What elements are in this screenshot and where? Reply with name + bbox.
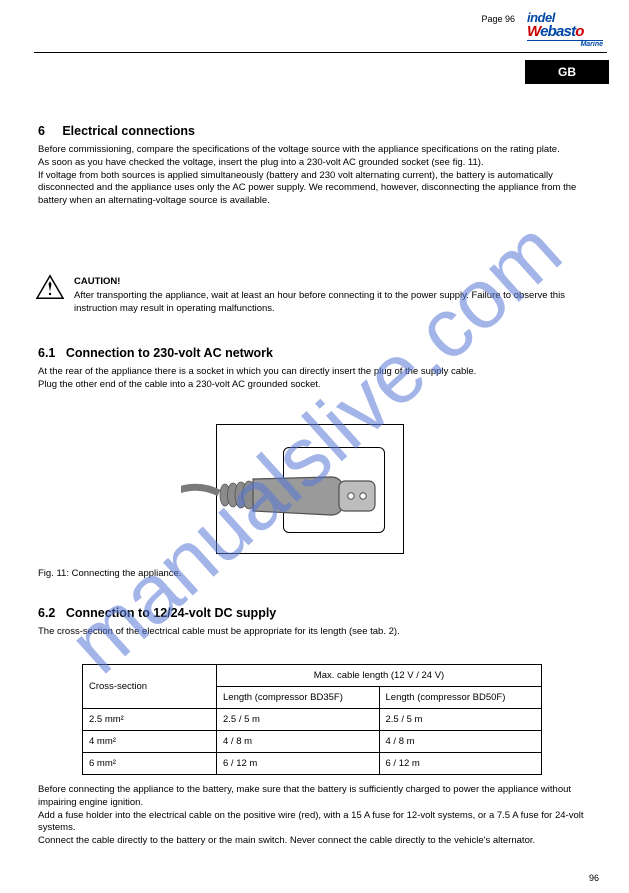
cell: 4 / 8 m xyxy=(217,731,380,753)
section-61-heading: Connection to 230-volt AC network xyxy=(66,346,273,360)
plug-illustration xyxy=(181,469,377,519)
table-row: Cross-section Max. cable length (12 V / … xyxy=(83,665,542,687)
figure-11 xyxy=(216,424,404,554)
section-62-heading: Connection to 12/24-volt DC supply xyxy=(66,606,276,620)
section-6-heading: Electrical connections xyxy=(62,124,195,138)
section-62-number: 6.2 xyxy=(38,606,55,620)
col-header-cross-section: Cross-section xyxy=(83,665,217,709)
cell: 6 / 12 m xyxy=(217,753,380,775)
table-row: 4 mm² 4 / 8 m 4 / 8 m xyxy=(83,731,542,753)
col-header-span: Max. cable length (12 V / 24 V) xyxy=(217,665,542,687)
table-row: 2.5 mm² 2.5 / 5 m 2.5 / 5 m xyxy=(83,709,542,731)
section-6-number: 6 xyxy=(38,124,45,138)
caution-body: After transporting the appliance, wait a… xyxy=(74,290,591,316)
section-61-number: 6.1 xyxy=(38,346,55,360)
section-62-title: 6.2 Connection to 12/24-volt DC supply xyxy=(38,606,276,620)
caution-icon xyxy=(36,274,64,300)
section-61-title: 6.1 Connection to 230-volt AC network xyxy=(38,346,273,360)
page-number-bottom: 96 xyxy=(589,873,599,883)
section-61-body: At the rear of the appliance there is a … xyxy=(38,366,591,392)
language-tab: GB xyxy=(525,60,609,84)
page-header: Page 96 indel Webasto Marine xyxy=(0,6,629,54)
section-62-intro: The cross-section of the electrical cabl… xyxy=(38,626,591,639)
cell: 4 mm² xyxy=(83,731,217,753)
cell: 4 / 8 m xyxy=(379,731,542,753)
cell: 2.5 / 5 m xyxy=(217,709,380,731)
section-62-below: Before connecting the appliance to the b… xyxy=(38,784,591,848)
cable-spec-table: Cross-section Max. cable length (12 V / … xyxy=(82,664,542,775)
cell: 6 / 12 m xyxy=(379,753,542,775)
figure-11-caption: Fig. 11: Connecting the appliance. xyxy=(38,568,181,579)
brand-logo: indel Webasto Marine xyxy=(527,10,607,48)
col-header-bd35: Length (compressor BD35F) xyxy=(217,687,380,709)
logo-line2: Webasto xyxy=(527,25,607,39)
header-rule xyxy=(34,52,607,53)
cell: 2.5 / 5 m xyxy=(379,709,542,731)
page-number-top: Page 96 xyxy=(481,14,515,24)
logo-marine: Marine xyxy=(527,41,603,48)
col-header-bd50: Length (compressor BD50F) xyxy=(379,687,542,709)
section-6-title: 6 Electrical connections xyxy=(38,124,195,138)
section-6-body: Before commissioning, compare the specif… xyxy=(38,144,591,208)
cell: 2.5 mm² xyxy=(83,709,217,731)
cell: 6 mm² xyxy=(83,753,217,775)
table-row: 6 mm² 6 / 12 m 6 / 12 m xyxy=(83,753,542,775)
caution-label: CAUTION! xyxy=(74,276,591,289)
